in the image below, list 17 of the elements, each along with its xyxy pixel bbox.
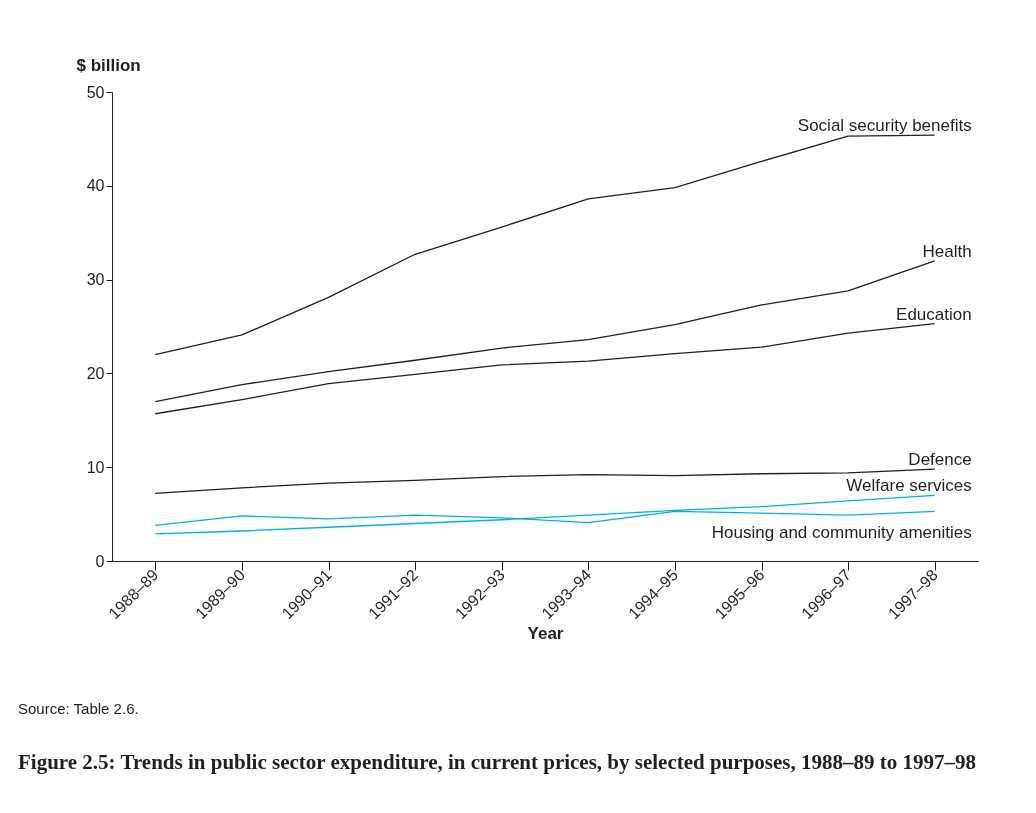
series-label: Welfare services — [846, 476, 972, 496]
y-tick-label: 0 — [95, 552, 105, 570]
y-tick-label: 40 — [86, 177, 105, 195]
source-note: Source: Table 2.6. — [18, 700, 139, 717]
series-label: Defence — [908, 450, 972, 470]
series-label: Education — [896, 304, 972, 324]
series-label: Housing and community amenities — [711, 523, 972, 543]
series-label: Social security benefits — [797, 116, 972, 136]
line-series — [154, 323, 936, 415]
y-tick-label: 30 — [86, 271, 105, 289]
x-axis-title: Year — [527, 624, 564, 644]
y-axis-title: $ billion — [76, 55, 141, 75]
series-label: Health — [922, 241, 972, 261]
y-tick-label: 50 — [86, 83, 105, 101]
text: Figure 2.5: Trends in public sector expenditure, in current prices, by selected purposes, 1988–89 to 1997–98 — [18, 750, 978, 775]
y-tick-label: 20 — [86, 364, 105, 382]
y-tick-label: 10 — [86, 458, 105, 476]
